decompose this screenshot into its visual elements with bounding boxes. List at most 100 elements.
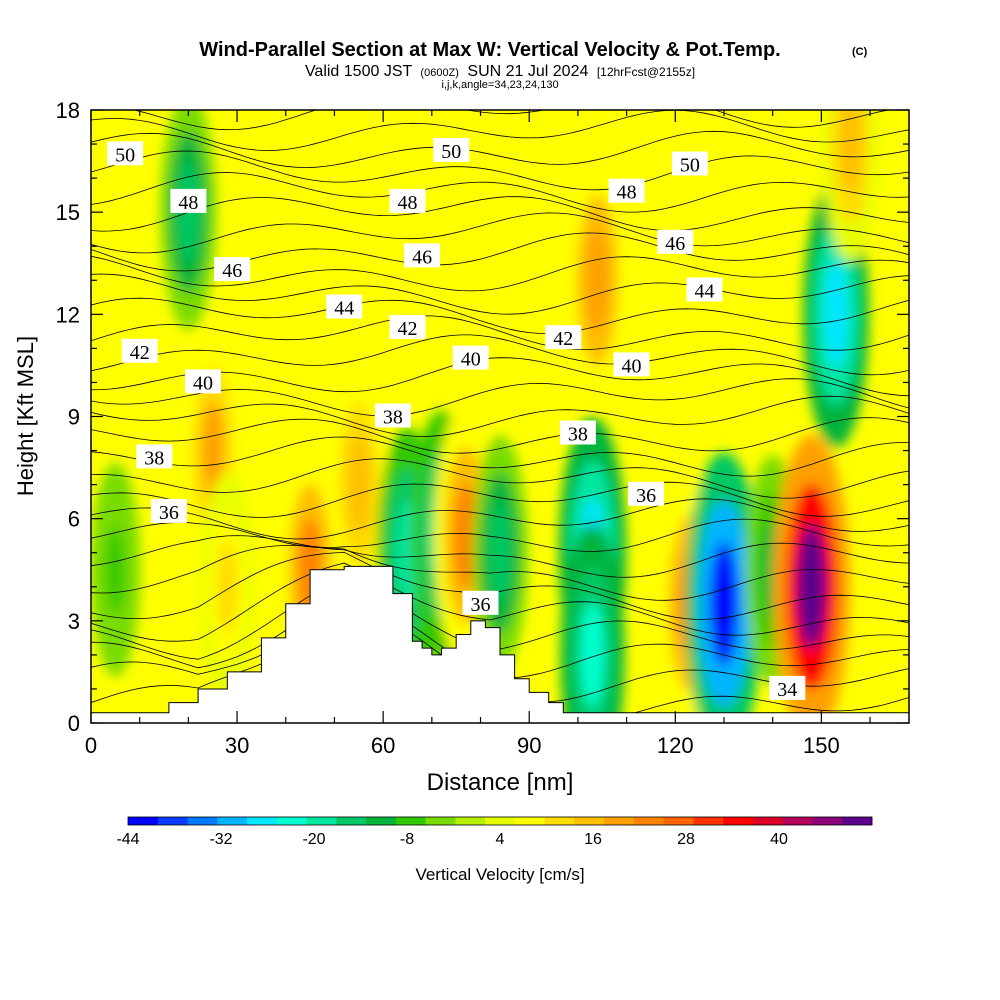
theta-label: 40 bbox=[452, 345, 489, 371]
colorbar-swatch bbox=[336, 817, 367, 825]
colorbar-swatch bbox=[633, 817, 664, 825]
theta-contour-line bbox=[91, 357, 909, 397]
section-params: i,j,k,angle=34,23,24,130 bbox=[441, 79, 558, 91]
colorbar-swatch bbox=[395, 817, 426, 825]
velocity-cell-core bbox=[823, 259, 849, 369]
theta-label: 50 bbox=[107, 141, 144, 166]
theta-label-text: 38 bbox=[568, 424, 588, 446]
theta-label-text: 42 bbox=[553, 328, 573, 350]
theta-contour-line bbox=[91, 518, 909, 552]
velocity-cell-core bbox=[585, 228, 609, 332]
theta-label-text: 36 bbox=[636, 485, 656, 507]
colorbar-tick-label: 40 bbox=[770, 831, 788, 848]
theta-label: 38 bbox=[374, 403, 411, 429]
colorbar-swatch bbox=[187, 817, 218, 825]
velocity-cell-core bbox=[489, 504, 511, 601]
theta-label: 44 bbox=[326, 294, 363, 320]
colorbar-tick-label: -32 bbox=[209, 831, 232, 848]
colorbar-swatch bbox=[128, 817, 159, 825]
theta-label-text: 46 bbox=[412, 246, 432, 268]
theta-label-text: 34 bbox=[777, 679, 797, 701]
theta-contour-line bbox=[91, 150, 909, 191]
subtitle-utc: (0600Z) bbox=[420, 67, 459, 79]
velocity-cell-core bbox=[453, 482, 478, 590]
colorbar-swatch bbox=[455, 817, 486, 825]
colorbar-swatch bbox=[723, 817, 754, 825]
colorbar-tick-label: -20 bbox=[302, 831, 325, 848]
theta-label: 36 bbox=[150, 498, 187, 524]
theta-contour-line bbox=[91, 196, 909, 232]
theta-contours bbox=[91, 110, 909, 723]
x-tick-label: 120 bbox=[657, 733, 694, 758]
theta-label: 44 bbox=[686, 277, 723, 303]
terrain bbox=[91, 565, 909, 723]
y-tick-label: 9 bbox=[68, 405, 80, 430]
y-tick-label: 6 bbox=[68, 507, 80, 532]
theta-contour-line bbox=[91, 378, 909, 417]
theta-contour-line bbox=[91, 130, 909, 169]
theta-labels: 50 48 46 42 40 38 36 44 48 46 42 40 38 50 36 48 46 44 42 40… bbox=[107, 137, 806, 701]
colorbar-swatch bbox=[752, 817, 784, 825]
colorbar-label: Vertical Velocity [cm/s] bbox=[415, 865, 584, 884]
theta-label: 36 bbox=[628, 481, 665, 507]
theta-contour-line bbox=[91, 498, 909, 540]
colorbar-swatch bbox=[366, 817, 397, 825]
theta-contour-line bbox=[91, 458, 909, 499]
colorbar-tick-label: -44 bbox=[116, 831, 139, 848]
y-tick-label: 3 bbox=[68, 609, 80, 634]
x-axis: 0 30 60 90 120 150 bbox=[85, 110, 871, 758]
y-tick-label: 15 bbox=[56, 200, 80, 225]
theta-contour-line bbox=[91, 417, 909, 454]
colorbar-frame bbox=[127, 816, 873, 826]
theta-label-text: 50 bbox=[441, 141, 461, 163]
colorbar-swatch bbox=[574, 817, 605, 825]
theta-label-text: 44 bbox=[695, 281, 715, 303]
theta-contour-line bbox=[91, 297, 909, 335]
theta-label: 36 bbox=[462, 590, 499, 616]
colorbar-swatch bbox=[544, 817, 575, 825]
theta-label: 46 bbox=[657, 229, 694, 255]
x-tick-label: 30 bbox=[225, 733, 249, 758]
theta-contour-line bbox=[91, 545, 909, 601]
theta-label: 38 bbox=[136, 444, 173, 469]
theta-label-text: 50 bbox=[115, 144, 135, 166]
velocity-cell-core bbox=[580, 601, 605, 709]
theta-label-text: 48 bbox=[617, 182, 637, 204]
theta-contour-line bbox=[91, 481, 909, 518]
theta-label-text: 46 bbox=[665, 233, 685, 255]
theta-label-text: 42 bbox=[398, 318, 418, 340]
velocity-cell-core bbox=[797, 524, 827, 649]
colorbar-swatch bbox=[306, 817, 337, 825]
colorbar-tick-label: 4 bbox=[496, 831, 505, 848]
theta-label: 34 bbox=[769, 675, 806, 701]
theta-label: 46 bbox=[404, 243, 441, 268]
colorbar-swatch bbox=[217, 817, 248, 825]
theta-label: 48 bbox=[608, 178, 645, 204]
theta-label: 38 bbox=[559, 420, 596, 446]
velocity-cell-core bbox=[709, 541, 739, 666]
x-tick-label: 60 bbox=[371, 733, 395, 758]
subtitle-date: SUN 21 Jul 2024 bbox=[467, 63, 588, 80]
y-tick-label: 0 bbox=[68, 711, 80, 736]
theta-contour-line bbox=[91, 436, 909, 477]
colorbar-tick-label: 28 bbox=[677, 831, 695, 848]
theta-label-text: 46 bbox=[222, 260, 242, 282]
colorbar-swatch bbox=[604, 817, 635, 825]
chart-title-mark: (C) bbox=[852, 46, 868, 58]
theta-contour-line bbox=[91, 172, 909, 213]
colorbar-swatch bbox=[247, 817, 278, 825]
y-tick-label: 12 bbox=[56, 302, 80, 327]
theta-contour-line bbox=[91, 273, 909, 315]
theta-contour-line bbox=[91, 395, 909, 437]
theta-label-text: 38 bbox=[144, 447, 164, 469]
theta-contour-line bbox=[91, 255, 909, 292]
theta-label: 42 bbox=[121, 338, 158, 364]
velocity-cell-core bbox=[106, 526, 125, 614]
theta-label: 42 bbox=[389, 315, 426, 340]
theta-label-text: 36 bbox=[159, 502, 179, 524]
theta-label-text: 40 bbox=[193, 372, 213, 394]
chart-subtitle: Valid 1500 JST (0600Z) SUN 21 Jul 2024 [… bbox=[305, 63, 695, 80]
subtitle-valid: Valid 1500 JST bbox=[305, 63, 413, 80]
theta-label: 42 bbox=[545, 325, 582, 350]
colorbar-swatch bbox=[425, 817, 456, 825]
